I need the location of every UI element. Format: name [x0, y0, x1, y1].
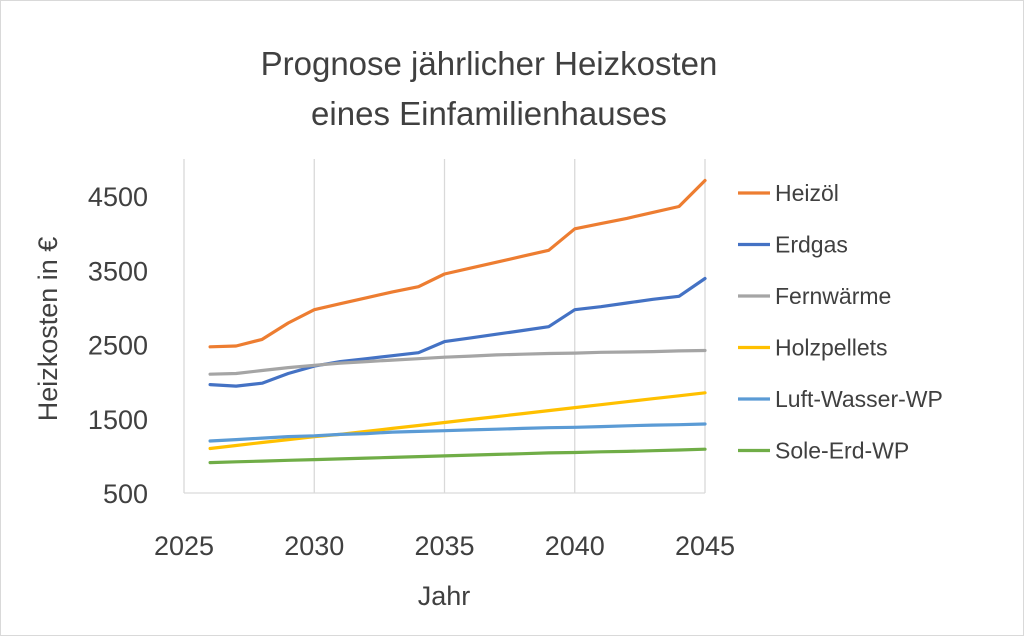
- y-tick-label-4: 4500: [88, 182, 148, 212]
- x-tick-labels: 2025 2030 2035 2040 2045: [154, 531, 735, 561]
- series-line-3: [208, 391, 707, 451]
- legend-label-2: Fernwärme: [775, 283, 891, 309]
- x-tick-label-1: 2030: [284, 531, 344, 561]
- x-tick-label-4: 2045: [675, 531, 735, 561]
- chart-title-line-2: eines Einfamilienhauses: [311, 95, 667, 132]
- x-tick-label-2: 2035: [414, 531, 474, 561]
- series-line-4: [208, 422, 707, 443]
- series-line-1: [208, 276, 707, 388]
- chart-title-line-1: Prognose jährlicher Heizkosten: [260, 45, 718, 82]
- series-line-0: [208, 178, 707, 349]
- legend-label-3: Holzpellets: [775, 335, 888, 361]
- y-tick-label-3: 3500: [88, 256, 148, 286]
- legend-label-0: Heizöl: [775, 180, 839, 206]
- legend: Heizöl Erdgas Fernwärme Holzpellets Luft-Was…: [738, 180, 943, 464]
- chart-title: Prognose jährlicher Heizkosten eines Ein…: [1, 39, 977, 139]
- series-lines: [208, 178, 707, 465]
- y-tick-label-2: 2500: [88, 331, 148, 361]
- series-line-5: [208, 447, 707, 465]
- x-tick-label-3: 2040: [545, 531, 605, 561]
- y-axis-title: Heizkosten in €: [33, 237, 63, 422]
- legend-label-4: Luft-Wasser-WP: [775, 386, 943, 412]
- legend-label-5: Sole-Erd-WP: [775, 438, 909, 464]
- x-axis-title: Jahr: [418, 581, 471, 611]
- y-tick-label-1: 1500: [88, 405, 148, 435]
- y-tick-label-0: 500: [103, 479, 148, 509]
- legend-label-1: Erdgas: [775, 232, 848, 258]
- x-tick-label-0: 2025: [154, 531, 214, 561]
- series-line-2: [208, 348, 707, 376]
- y-tick-labels: 500 1500 2500 3500 4500: [88, 182, 148, 509]
